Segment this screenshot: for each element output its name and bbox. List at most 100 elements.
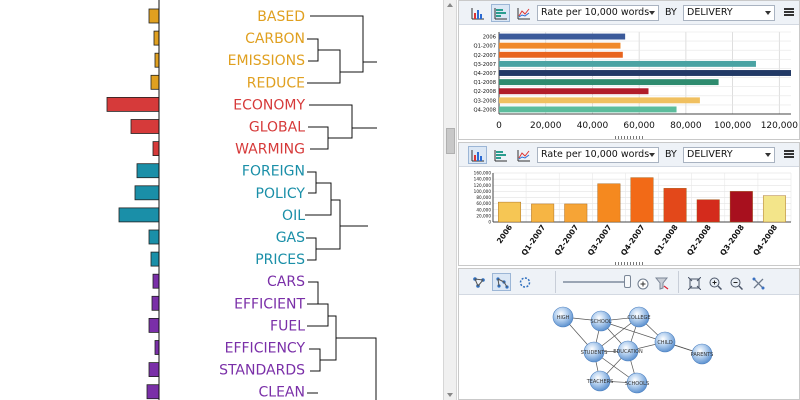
bar[interactable] — [531, 203, 555, 223]
bar-chart-view-button[interactable] — [468, 146, 487, 164]
term-bar — [152, 273, 160, 289]
network-node[interactable] — [691, 343, 713, 365]
horizontal-bar-panel: Rate per 10,000 words BY DELIVERY 0 20,00… — [458, 0, 800, 140]
term-label[interactable]: GLOBAL — [249, 120, 305, 136]
y-tick-label: 2006 — [483, 35, 496, 41]
term-label[interactable]: STANDARDS — [219, 363, 305, 379]
resize-grip[interactable] — [615, 136, 643, 139]
x-tick-label: 100,000 — [714, 121, 751, 131]
network-node[interactable] — [590, 310, 612, 332]
zoom-slider-track[interactable] — [563, 281, 629, 283]
layout-network-button[interactable] — [469, 273, 488, 291]
network-node[interactable] — [628, 306, 650, 328]
term-bar — [106, 97, 160, 112]
term-bar — [154, 52, 160, 68]
network-node-label: SCHOOLS — [625, 381, 649, 387]
x-tick-label: Q4-2008 — [751, 223, 779, 257]
chevron-down-icon — [649, 153, 655, 157]
chevron-down-icon — [765, 153, 771, 157]
network-panel: HIGH SCHOOL COLLEGE CHILD STUDENTS EDUCATION P… — [458, 268, 800, 400]
hamburger-menu-icon[interactable] — [784, 8, 794, 17]
term-label[interactable]: REDUCE — [247, 75, 305, 91]
bar[interactable] — [696, 199, 720, 223]
term-label[interactable]: EFFICIENT — [234, 296, 305, 312]
bar[interactable] — [499, 42, 621, 49]
scrollbar-thumb[interactable] — [446, 128, 455, 154]
filter-icon[interactable] — [654, 275, 669, 290]
vertical-scrollbar[interactable] — [443, 0, 457, 400]
resize-grip[interactable] — [615, 262, 643, 265]
bar[interactable] — [597, 183, 621, 223]
bar-chart-view-button[interactable] — [468, 4, 487, 22]
bar[interactable] — [499, 97, 700, 104]
bar[interactable] — [499, 60, 756, 67]
network-node[interactable] — [552, 306, 574, 328]
layout-circle-button[interactable] — [515, 273, 534, 291]
reset-layout-icon[interactable] — [752, 275, 765, 290]
term-label[interactable]: POLICY — [256, 186, 306, 202]
network-node[interactable] — [583, 341, 605, 363]
x-tick-label: 120,000 — [761, 121, 798, 131]
term-label[interactable]: GAS — [276, 230, 305, 246]
layout-tree-button[interactable] — [492, 273, 511, 291]
group-select-top[interactable]: DELIVERY — [683, 5, 775, 21]
bar[interactable] — [498, 201, 522, 223]
scroll-down-arrow-icon[interactable] — [444, 390, 456, 400]
chevron-down-icon — [649, 11, 655, 15]
term-label[interactable]: CARS — [267, 274, 305, 290]
term-label[interactable]: ECONOMY — [233, 97, 305, 113]
term-label[interactable]: EMISSIONS — [228, 53, 305, 69]
network-node[interactable] — [589, 370, 611, 392]
bar[interactable] — [630, 177, 654, 223]
vertical-bar-chart-icon — [471, 8, 484, 20]
x-tick-label: 80,000 — [670, 121, 702, 131]
zoom-in-plus-icon[interactable] — [637, 275, 649, 290]
cluster-tree — [305, 15, 377, 400]
term-label[interactable]: PRICES — [255, 252, 305, 268]
bar[interactable] — [663, 188, 687, 223]
line-chart-view-button[interactable] — [514, 146, 533, 164]
term-label[interactable]: FOREIGN — [242, 164, 305, 180]
horizontal-bar-view-button[interactable] — [491, 4, 510, 22]
bar[interactable] — [499, 88, 649, 95]
circle-layout-icon — [519, 277, 531, 288]
network-node[interactable] — [617, 340, 639, 362]
metric-select-top[interactable]: Rate per 10,000 words — [537, 5, 659, 21]
hamburger-menu-icon[interactable] — [784, 150, 794, 159]
bar[interactable] — [499, 33, 626, 40]
term-label[interactable]: OIL — [282, 208, 305, 224]
bar[interactable] — [564, 203, 588, 223]
zoom-in-icon[interactable] — [709, 275, 723, 291]
term-label[interactable]: FUEL — [270, 318, 305, 334]
bar[interactable] — [499, 106, 677, 113]
bar[interactable] — [499, 51, 623, 58]
term-label[interactable]: CLEAN — [259, 385, 305, 400]
bar[interactable] — [729, 191, 753, 223]
term-label[interactable]: CARBON — [245, 31, 305, 47]
x-tick-label: 0 — [496, 121, 502, 131]
network-node[interactable] — [626, 372, 648, 394]
line-chart-view-button[interactable] — [514, 4, 533, 22]
word-network-graph: HIGH SCHOOL COLLEGE CHILD STUDENTS EDUCATION P… — [552, 306, 713, 394]
scroll-up-arrow-icon[interactable] — [444, 0, 456, 10]
term-label[interactable]: BASED — [257, 9, 305, 25]
term-label[interactable]: WARMING — [235, 142, 305, 158]
x-tick-label: Q4-2007 — [619, 223, 647, 257]
term-label[interactable]: EFFICIENCY — [225, 341, 306, 357]
term-bar — [148, 8, 160, 24]
zoom-out-icon[interactable] — [730, 275, 744, 291]
fit-to-window-icon[interactable] — [687, 275, 702, 291]
zoom-slider-thumb[interactable] — [624, 275, 631, 288]
horizontal-bar-view-button[interactable] — [491, 146, 510, 164]
y-tick-label: 120,000 — [474, 183, 492, 188]
network-node[interactable] — [654, 331, 676, 353]
bar[interactable] — [499, 79, 719, 86]
bar[interactable] — [499, 70, 791, 76]
network-node-label: STUDENTS — [581, 350, 608, 356]
term-bar — [150, 74, 160, 90]
metric-select-mid[interactable]: Rate per 10,000 words — [537, 147, 659, 163]
y-tick-label: Q3-2007 — [474, 62, 496, 68]
bar[interactable] — [762, 195, 786, 223]
group-select-mid[interactable]: DELIVERY — [683, 147, 775, 163]
network-edge — [600, 320, 666, 343]
